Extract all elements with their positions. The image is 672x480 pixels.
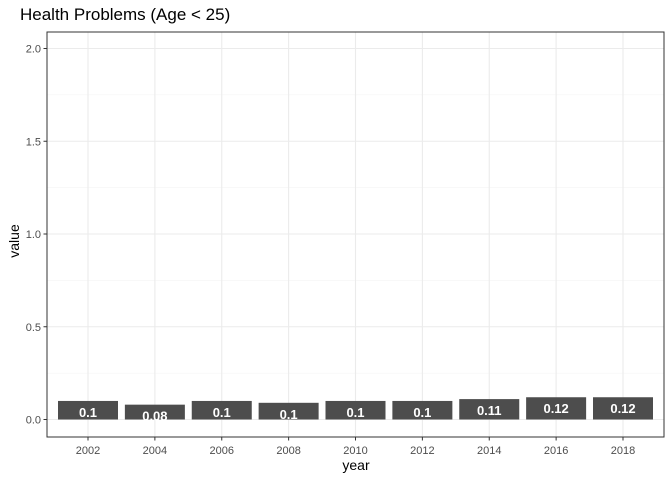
data-label: 0.12	[610, 401, 635, 416]
bar	[593, 397, 653, 420]
bar	[392, 400, 453, 420]
plot-panel: 0.0 0.5 1.0 1.5 2.0 0.1 0.08 0.1 0.1 0.1 0.1 0.11 0.…	[26, 31, 665, 457]
y-tick-label: 0.5	[26, 322, 41, 334]
y-tick-label: 1.5	[26, 136, 41, 148]
data-label: 0.1	[79, 405, 97, 420]
x-tick-label: 2002	[76, 445, 100, 457]
x-tick-label: 2008	[276, 445, 300, 457]
y-tick-label: 1.0	[26, 229, 41, 241]
data-label: 0.1	[413, 405, 431, 420]
bar	[124, 404, 185, 420]
x-tick-label: 2004	[143, 445, 167, 457]
x-tick-label: 2014	[477, 445, 501, 457]
data-label: 0.1	[280, 407, 298, 422]
y-tick-label: 2.0	[26, 44, 41, 56]
x-tick-label: 2012	[410, 445, 434, 457]
x-axis-title: year	[342, 457, 370, 473]
bar	[325, 400, 386, 420]
bar	[459, 399, 520, 420]
y-tick-label: 0.0	[26, 415, 41, 427]
bar	[526, 397, 587, 420]
data-label: 0.1	[213, 405, 231, 420]
bar	[58, 400, 118, 420]
x-tick-label: 2016	[544, 445, 568, 457]
y-axis-title: value	[6, 224, 22, 258]
x-tick-label: 2018	[611, 445, 635, 457]
data-label: 0.12	[543, 401, 568, 416]
bar	[258, 402, 319, 420]
x-tick-label: 2010	[343, 445, 367, 457]
panel-border	[46, 31, 665, 438]
data-label: 0.11	[477, 403, 502, 418]
chart-title: Health Problems (Age < 25)	[20, 5, 230, 24]
data-label: 0.08	[142, 409, 167, 424]
bar	[191, 400, 252, 420]
x-tick-label: 2006	[210, 445, 234, 457]
data-label: 0.1	[346, 405, 364, 420]
